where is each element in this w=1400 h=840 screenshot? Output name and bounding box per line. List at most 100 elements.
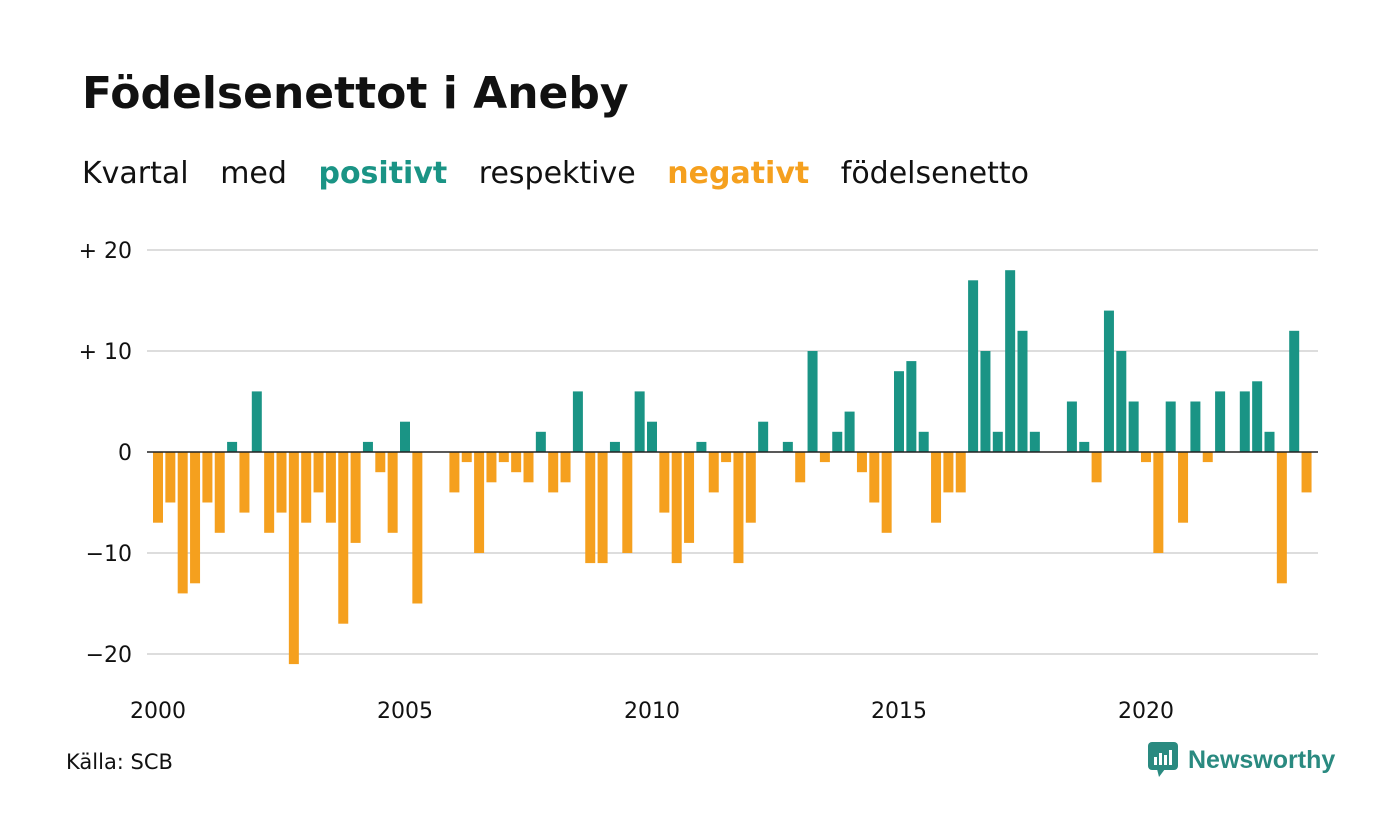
subtitle-word: födelsenetto xyxy=(840,156,1029,191)
bar xyxy=(1017,330,1028,452)
bar xyxy=(214,452,225,533)
bar xyxy=(819,452,830,463)
bar xyxy=(338,452,349,624)
bar xyxy=(548,452,559,493)
bar xyxy=(1091,452,1102,483)
bar xyxy=(795,452,806,483)
bar xyxy=(1153,452,1164,553)
bar xyxy=(362,441,373,452)
bar xyxy=(1029,431,1040,452)
bar xyxy=(918,431,929,452)
y-tick-label: + 20 xyxy=(79,239,132,264)
chart-title: Födelsenettot i Aneby xyxy=(82,68,629,119)
bar xyxy=(239,452,250,513)
bar xyxy=(980,351,991,452)
bar xyxy=(560,452,571,483)
bar xyxy=(733,452,744,564)
bar xyxy=(992,431,1003,452)
bar xyxy=(844,411,855,452)
bar xyxy=(955,452,966,493)
bar xyxy=(535,431,546,452)
bar xyxy=(745,452,756,523)
brand-logo[interactable]: Newsworthy xyxy=(1148,742,1335,778)
bar xyxy=(869,452,880,503)
bar xyxy=(1178,452,1189,523)
bar xyxy=(671,452,682,564)
y-tick-label: + 10 xyxy=(79,340,132,365)
axes: + 20 + 10 0 −10 −20 2000 2005 2010 2015 2020 xyxy=(79,239,1318,724)
bar xyxy=(856,452,867,473)
bar xyxy=(1276,452,1287,584)
bar xyxy=(807,351,818,452)
bar xyxy=(1190,401,1201,452)
bar xyxy=(1264,431,1275,452)
x-tick-label: 2005 xyxy=(377,699,433,724)
bar xyxy=(894,371,904,452)
bar xyxy=(647,421,657,452)
bar xyxy=(227,441,238,452)
bar xyxy=(609,441,620,452)
bar xyxy=(634,391,645,452)
bar xyxy=(461,452,472,463)
bar xyxy=(622,452,633,553)
source-note: Källa: SCB xyxy=(66,750,173,774)
y-tick-label: −10 xyxy=(86,542,132,567)
subtitle-word: med xyxy=(220,156,287,191)
bar xyxy=(1128,401,1139,452)
bar xyxy=(968,280,979,452)
x-tick-label: 2020 xyxy=(1118,699,1174,724)
bar xyxy=(190,452,201,584)
bar xyxy=(474,452,485,553)
bar xyxy=(153,452,163,523)
bar xyxy=(486,452,497,483)
bar xyxy=(1079,441,1090,452)
bar xyxy=(585,452,596,564)
bar xyxy=(1165,401,1176,452)
bar xyxy=(906,361,917,452)
bar xyxy=(412,452,423,604)
bar xyxy=(449,452,460,493)
bar xyxy=(1103,310,1114,452)
bar xyxy=(313,452,324,493)
bar xyxy=(276,452,287,513)
bar xyxy=(881,452,892,533)
bar xyxy=(1116,351,1127,452)
subtitle-word: Kvartal xyxy=(82,156,189,191)
bar xyxy=(350,452,361,543)
bar xyxy=(165,452,176,503)
bar xyxy=(1239,391,1250,452)
bar xyxy=(1202,452,1213,463)
bar xyxy=(1066,401,1077,452)
y-tick-label: −20 xyxy=(86,643,132,668)
bar xyxy=(1215,391,1226,452)
bar xyxy=(387,452,398,533)
bar xyxy=(325,452,336,523)
bar xyxy=(832,431,843,452)
bar xyxy=(684,452,695,543)
subtitle-word: respektive xyxy=(478,156,636,191)
bar xyxy=(1005,270,1016,452)
x-tick-label: 2010 xyxy=(624,699,680,724)
y-tick-label: 0 xyxy=(118,441,132,466)
bar xyxy=(782,441,793,452)
bars xyxy=(153,270,1312,665)
bar xyxy=(572,391,583,452)
newsworthy-logo-icon xyxy=(1148,742,1178,777)
bar xyxy=(251,391,262,452)
bar-chart: + 20 + 10 0 −10 −20 2000 2005 2010 2015 2020 xyxy=(79,239,1318,724)
bar xyxy=(375,452,386,473)
bar xyxy=(1252,381,1263,452)
bar xyxy=(498,452,509,463)
bar xyxy=(758,421,769,452)
bar xyxy=(943,452,954,493)
brand-name: Newsworthy xyxy=(1188,745,1336,774)
bar xyxy=(511,452,522,473)
bar xyxy=(264,452,275,533)
bar xyxy=(597,452,608,564)
bar xyxy=(708,452,719,493)
subtitle-negative-label: negativt xyxy=(667,156,810,191)
bar xyxy=(288,452,299,665)
chart-subtitle: Kvartal med positivt respektive negativt… xyxy=(82,156,1051,191)
bar xyxy=(931,452,942,523)
bar xyxy=(721,452,732,463)
